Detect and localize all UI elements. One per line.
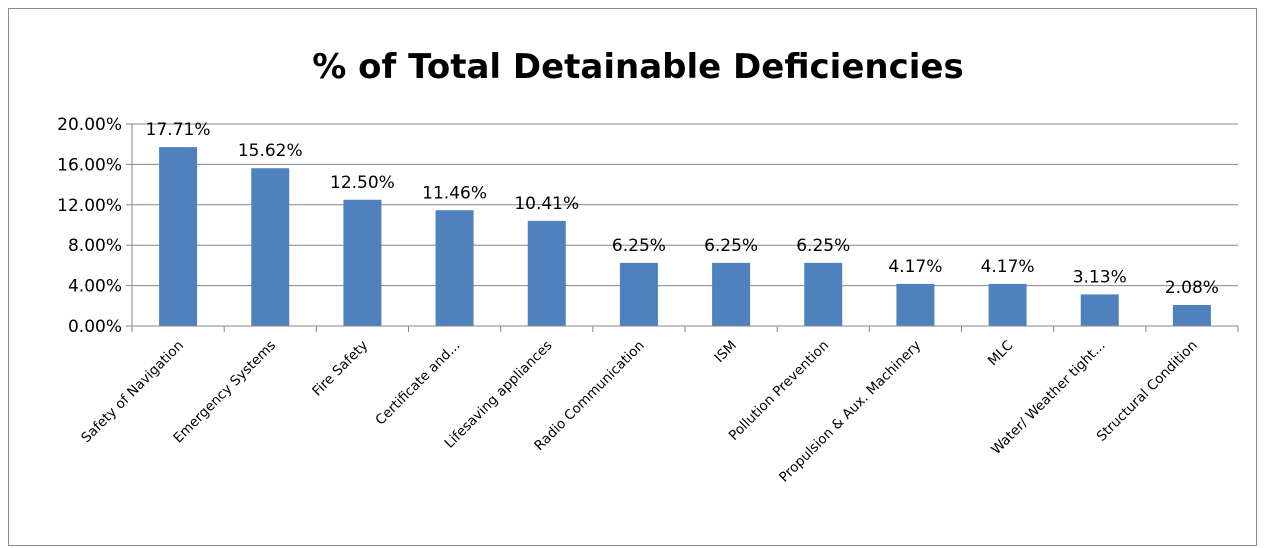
- x-category-label: Fire Safety: [309, 338, 371, 400]
- bar: [251, 168, 290, 326]
- data-label: 15.62%: [238, 141, 303, 161]
- data-label: 12.50%: [330, 173, 395, 193]
- bar: [435, 210, 474, 326]
- y-tick-label: 16.00%: [57, 155, 122, 175]
- data-label: 6.25%: [612, 236, 666, 256]
- bar: [527, 220, 566, 326]
- x-category-label: Safety of Navigation: [78, 338, 187, 447]
- data-label: 4.17%: [888, 257, 942, 277]
- bar: [159, 147, 198, 326]
- x-category-label: ISM: [711, 338, 739, 366]
- x-category-label: Pollution Prevention: [726, 338, 832, 444]
- y-tick-label: 8.00%: [68, 236, 122, 256]
- chart-title: % of Total Detainable Deficiencies: [312, 47, 963, 87]
- y-tick-label: 4.00%: [68, 277, 122, 297]
- gridlines: [132, 123, 1238, 287]
- bar: [896, 283, 935, 326]
- data-label: 10.41%: [514, 194, 579, 214]
- bar: [804, 262, 843, 326]
- y-tick-label: 12.00%: [57, 196, 122, 216]
- axes: [126, 123, 1239, 332]
- y-tick-labels: 0.00% 4.00% 8.00% 12.00% 16.00% 20.00%: [57, 115, 122, 337]
- data-labels: 17.71% 15.62% 12.50% 11.46% 10.41% 6.25% 6.25%…: [146, 120, 1219, 298]
- bar: [988, 283, 1027, 326]
- data-label: 6.25%: [704, 236, 758, 256]
- x-category-label: Structural Condition: [1094, 338, 1201, 445]
- y-tick-label: 20.00%: [57, 115, 122, 135]
- data-label: 4.17%: [981, 257, 1035, 277]
- bars: [159, 147, 1211, 326]
- bar: [343, 199, 382, 326]
- bar: [1172, 304, 1211, 326]
- bar: [712, 262, 751, 326]
- x-category-label: Certificate and...: [372, 338, 463, 429]
- data-label: 3.13%: [1073, 267, 1127, 287]
- data-label: 2.08%: [1165, 278, 1219, 298]
- y-tick-label: 0.00%: [68, 317, 122, 337]
- x-category-label: Emergency Systems: [170, 338, 279, 447]
- bar: [619, 262, 658, 326]
- data-label: 17.71%: [146, 120, 211, 140]
- data-label: 6.25%: [796, 236, 850, 256]
- bar: [1080, 294, 1119, 326]
- x-category-label: MLC: [985, 338, 1017, 370]
- data-label: 11.46%: [422, 183, 487, 203]
